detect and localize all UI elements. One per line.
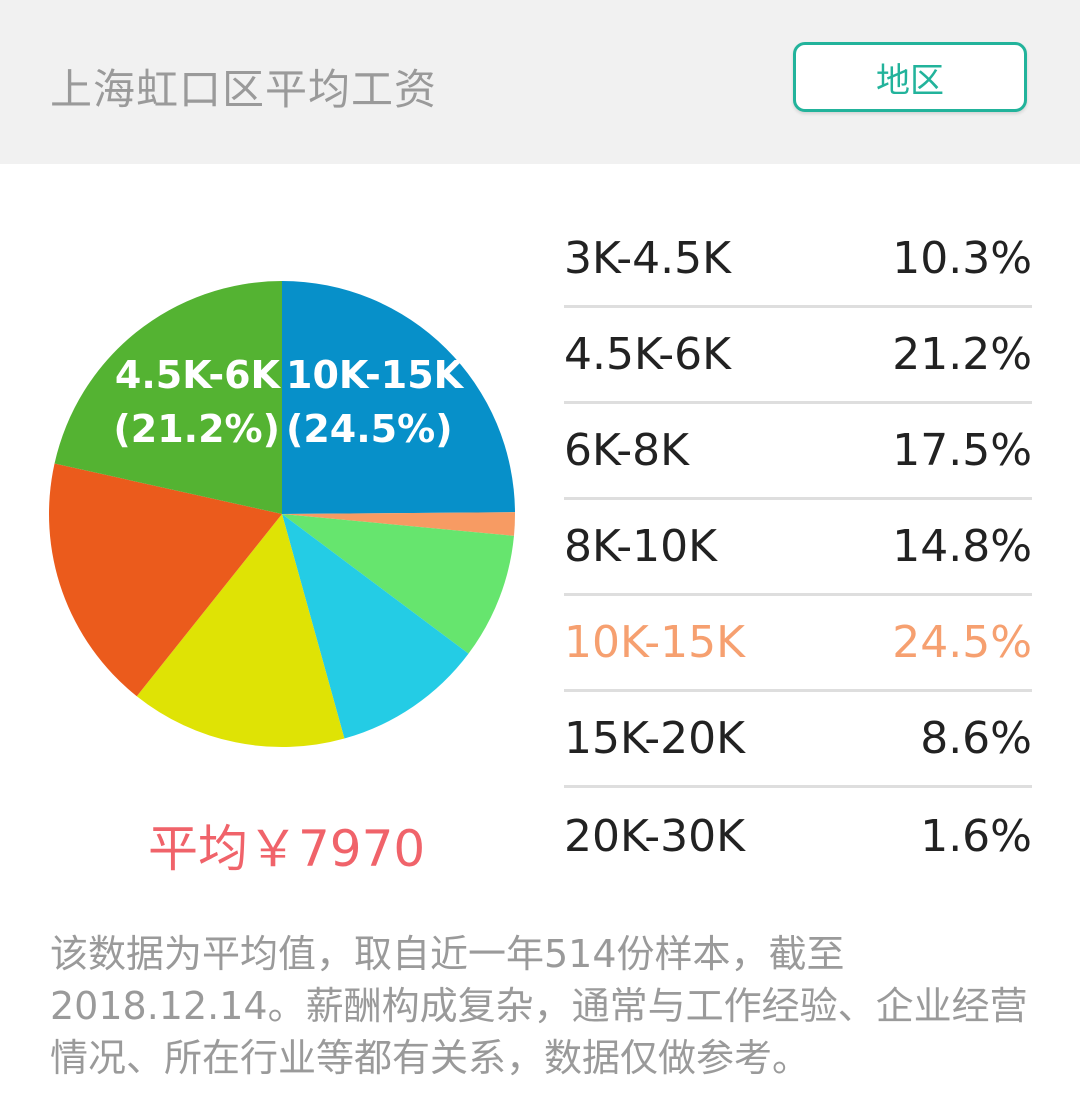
average-salary: 平均￥7970: [148, 820, 426, 878]
legend-row: 4.5K-6K 21.2%: [564, 308, 1032, 404]
legend-range: 3K-4.5K: [564, 233, 731, 284]
data-note: 该数据为平均值，取自近一年514份样本，截至2018.12.14。薪酬构成复杂，…: [50, 932, 1028, 1080]
pie-slice-6K-8K: [49, 463, 283, 697]
page-title: 上海虹口区平均工资: [50, 65, 438, 114]
legend-range: 6K-8K: [564, 425, 689, 476]
page-header: 上海虹口区平均工资 地区: [0, 0, 1080, 164]
region-button[interactable]: 地区: [793, 42, 1027, 112]
legend-range: 8K-10K: [564, 521, 717, 572]
pie-slice-4.5K-6K: [54, 281, 282, 514]
legend-percent: 17.5%: [892, 425, 1032, 476]
pie-label-4.5K-6K: 4.5K-6K (21.2%): [113, 353, 281, 451]
legend-row: 6K-8K 17.5%: [564, 404, 1032, 500]
pie-slice-15K-20K: [282, 514, 514, 654]
legend-percent: 14.8%: [892, 521, 1032, 572]
pie-slice-8K-10K: [136, 514, 345, 747]
salary-pie-chart: 10K-15K (24.5%)4.5K-6K (21.2%): [49, 281, 515, 747]
legend-range: 20K-30K: [564, 810, 745, 862]
pie-slice-10K-15K: [282, 281, 515, 514]
pie-slice-3K-4.5K: [282, 514, 469, 739]
legend-row: 3K-4.5K 10.3%: [564, 212, 1032, 308]
pie-slice-20K-30K: [282, 512, 515, 536]
legend-range: 4.5K-6K: [564, 329, 731, 380]
legend-percent: 10.3%: [892, 233, 1032, 284]
salary-legend: 3K-4.5K 10.3% 4.5K-6K 21.2% 6K-8K 17.5% 8K-10K…: [564, 212, 1032, 884]
legend-range: 15K-20K: [564, 713, 745, 764]
legend-percent: 1.6%: [920, 810, 1032, 862]
legend-percent: 8.6%: [920, 713, 1032, 764]
pie-label-10K-15K: 10K-15K (24.5%): [286, 353, 465, 451]
legend-range: 10K-15K: [564, 617, 745, 668]
legend-row: 20K-30K 1.6%: [564, 788, 1032, 884]
legend-percent: 24.5%: [892, 617, 1032, 668]
legend-row: 15K-20K 8.6%: [564, 692, 1032, 788]
legend-percent: 21.2%: [892, 329, 1032, 380]
legend-row: 8K-10K 14.8%: [564, 500, 1032, 596]
legend-row: 10K-15K 24.5%: [564, 596, 1032, 692]
